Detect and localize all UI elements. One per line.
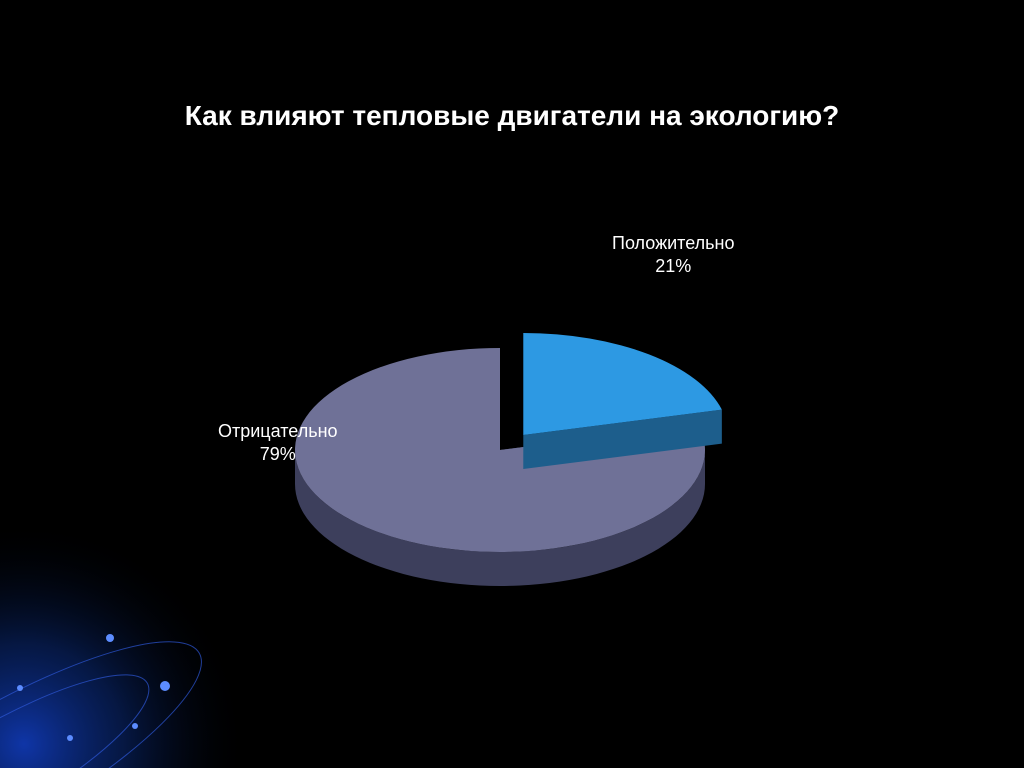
stage: Как влияют тепловые двигатели на экологи… bbox=[0, 0, 1024, 768]
slice-label-positive: Положительно 21% bbox=[612, 232, 734, 277]
pie-chart: Отрицательно 79% Положительно 21% bbox=[180, 200, 880, 680]
slice-label-negative: Отрицательно 79% bbox=[218, 420, 338, 465]
chart-title: Как влияют тепловые двигатели на экологи… bbox=[0, 98, 1024, 133]
